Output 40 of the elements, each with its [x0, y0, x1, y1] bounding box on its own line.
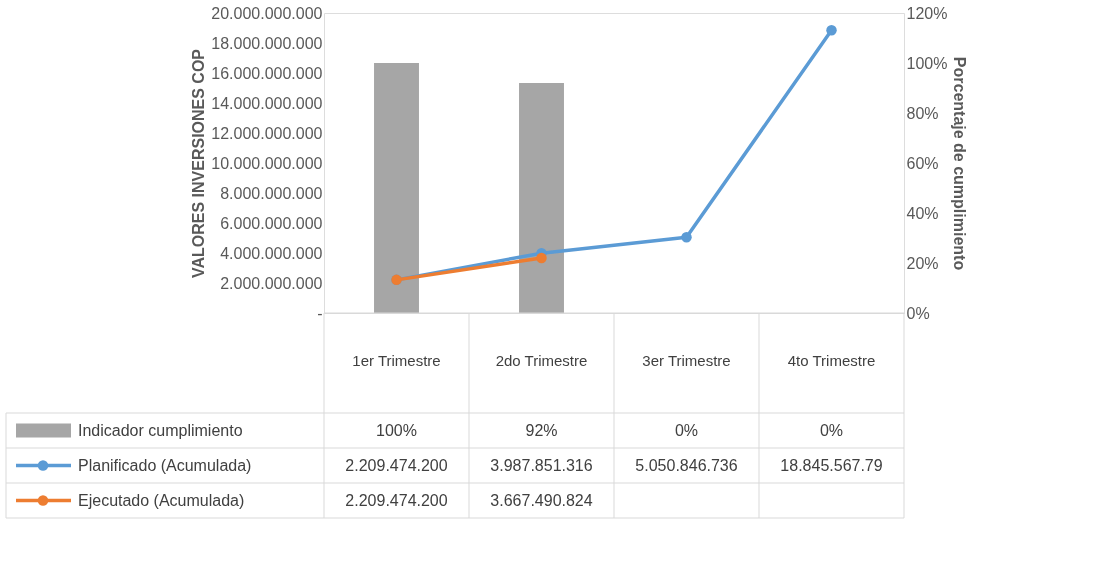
y2-tick-label: 20% — [906, 254, 939, 272]
data-label: 3.667.490.824 — [490, 491, 593, 509]
x-tick-label: 2do Trimestre — [495, 351, 588, 369]
data-label: 92% — [525, 421, 558, 439]
y-tick-label: 18.000.000.000 — [211, 34, 323, 52]
y-tick-label: 6.000.000.000 — [220, 214, 323, 232]
y-tick-label: 14.000.000.000 — [211, 94, 323, 112]
data-label: 0% — [674, 421, 699, 439]
y2-tick-label: 60% — [906, 154, 939, 172]
x-tick-label: 1er Trimestre — [352, 351, 441, 369]
x-tick-label: 4to Trimestre — [787, 351, 876, 369]
y-tick-label: 4.000.000.000 — [220, 244, 323, 262]
y-tick-label: 20.000.000.000 — [211, 4, 323, 22]
data-label: 5.050.846.736 — [635, 456, 738, 474]
data-label: 18.845.567.79 — [780, 456, 883, 474]
x-tick-label: 3er Trimestre — [642, 351, 731, 369]
point — [536, 252, 547, 264]
legend-label: Ejecutado (Acumulada) — [78, 491, 245, 509]
y-tick-label: 12.000.000.000 — [211, 124, 323, 142]
legend-label: Planificado (Acumulada) — [78, 456, 252, 474]
y2-axis-title: Porcentaje de cumplimiento — [951, 56, 969, 271]
y-tick-label: 2.000.000.000 — [220, 274, 323, 292]
legend-label: Indicador cumplimiento — [78, 421, 243, 439]
y-axis-title: VALORES INVERSIONES COP — [190, 48, 208, 279]
y2-tick-label: 40% — [906, 204, 939, 222]
point — [681, 232, 692, 243]
y-tick-label: 10.000.000.000 — [211, 154, 323, 172]
y-tick-label: 8.000.000.000 — [220, 184, 323, 202]
data-label: 2.209.474.200 — [345, 491, 448, 509]
y2-tick-label: 100% — [906, 54, 948, 72]
y-tick-label: 16.000.000.000 — [211, 64, 323, 82]
data-label: 100% — [376, 421, 417, 439]
y2-tick-label: 0% — [906, 304, 930, 322]
data-label: 0% — [819, 421, 844, 439]
data-label: 2.209.474.200 — [345, 456, 448, 474]
point — [826, 25, 837, 36]
y-tick-label: - — [317, 304, 323, 322]
data-label: 3.987.851.316 — [490, 456, 593, 474]
y2-tick-label: 120% — [906, 4, 948, 22]
y2-tick-label: 80% — [906, 104, 939, 122]
